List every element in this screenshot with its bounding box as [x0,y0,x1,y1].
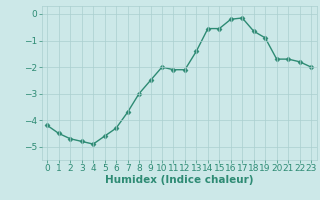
X-axis label: Humidex (Indice chaleur): Humidex (Indice chaleur) [105,175,253,185]
